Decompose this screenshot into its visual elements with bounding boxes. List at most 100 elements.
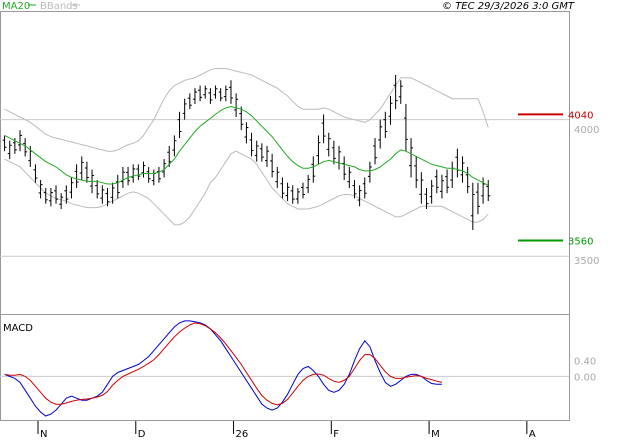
price-bar bbox=[167, 145, 172, 167]
price-bar bbox=[2, 135, 7, 152]
price-bar bbox=[285, 182, 290, 202]
price-bar bbox=[331, 140, 336, 165]
price-bar bbox=[23, 138, 28, 157]
price-bar bbox=[275, 166, 280, 188]
price-bar bbox=[264, 145, 269, 167]
price-bar bbox=[306, 174, 311, 194]
macd-line bbox=[4, 320, 442, 417]
price-bar bbox=[465, 166, 470, 194]
ma-legend-label: MA20 bbox=[2, 1, 30, 12]
resistance-label: 4040 bbox=[568, 110, 593, 121]
x-tick-label: 26 bbox=[236, 429, 249, 440]
price-bar bbox=[182, 98, 187, 120]
price-bar bbox=[259, 143, 264, 162]
price-bar bbox=[126, 166, 131, 186]
price-tick-label: 3500 bbox=[574, 256, 599, 267]
price-bar bbox=[192, 88, 197, 104]
price-bar bbox=[187, 93, 192, 110]
price-bar bbox=[54, 185, 59, 204]
price-bar bbox=[378, 119, 383, 149]
price-bar bbox=[228, 80, 233, 104]
price-bar bbox=[203, 85, 208, 99]
price-bar bbox=[33, 164, 38, 183]
price-bar bbox=[424, 187, 429, 209]
price-bar bbox=[43, 187, 48, 204]
macd-title: MACD bbox=[3, 323, 33, 334]
price-bar bbox=[239, 106, 244, 131]
price-bar bbox=[146, 166, 151, 183]
price-bar bbox=[316, 135, 321, 165]
price-bar bbox=[439, 174, 444, 199]
x-tick-label: N bbox=[40, 429, 47, 440]
price-bar bbox=[290, 185, 295, 204]
price-bar bbox=[475, 182, 480, 215]
price-bar bbox=[470, 182, 475, 230]
x-tick-label: A bbox=[529, 429, 536, 440]
price-bar bbox=[208, 88, 213, 104]
x-axis: N D 26 F M A bbox=[37, 421, 536, 440]
price-bar bbox=[393, 75, 398, 110]
price-bar bbox=[156, 166, 161, 183]
bb-legend-label: BBands bbox=[40, 1, 78, 12]
price-bar bbox=[373, 138, 378, 165]
price-bar bbox=[321, 114, 326, 144]
price-bar bbox=[136, 164, 141, 181]
price-bar bbox=[460, 156, 465, 183]
price-bar bbox=[79, 156, 84, 181]
price-bar bbox=[74, 164, 79, 188]
price-bar bbox=[223, 85, 228, 102]
price-bar bbox=[84, 161, 89, 183]
x-tick-label: M bbox=[431, 429, 440, 440]
price-bar bbox=[38, 180, 43, 199]
price-bar bbox=[403, 103, 408, 152]
price-bar bbox=[383, 111, 388, 139]
price-bar bbox=[280, 177, 285, 199]
price-bar bbox=[486, 180, 491, 202]
price-bar bbox=[120, 166, 125, 188]
price-bar bbox=[244, 122, 249, 144]
bb-upper-line bbox=[4, 68, 489, 152]
x-tick-label: F bbox=[333, 429, 339, 440]
price-bar bbox=[357, 185, 362, 207]
price-bar bbox=[347, 166, 352, 188]
price-bar bbox=[409, 138, 414, 178]
price-bar bbox=[352, 180, 357, 199]
price-bar bbox=[398, 80, 403, 104]
price-bar bbox=[414, 156, 419, 188]
price-bar bbox=[311, 156, 316, 183]
price-bar bbox=[141, 161, 146, 178]
price-layer: 4000 3500 4040 3560 bbox=[0, 68, 599, 267]
price-bar bbox=[419, 172, 424, 204]
price-bar bbox=[177, 111, 182, 139]
price-bar bbox=[213, 85, 218, 99]
price-bar bbox=[234, 93, 239, 118]
price-bar bbox=[434, 169, 439, 194]
price-bar bbox=[18, 130, 23, 152]
bb-lower-line bbox=[4, 150, 489, 226]
price-bar bbox=[429, 180, 434, 204]
x-tick-label: D bbox=[138, 429, 146, 440]
price-tick-label: 4000 bbox=[574, 125, 599, 136]
price-panel-frame bbox=[0, 11, 570, 315]
price-bar bbox=[218, 88, 223, 102]
price-bar bbox=[295, 187, 300, 204]
price-bar bbox=[270, 153, 275, 178]
macd-signal-line bbox=[4, 322, 443, 406]
timestamp: © TEC 29/3/2026 3:0 GMT bbox=[442, 1, 575, 12]
price-bar bbox=[95, 180, 100, 199]
price-bar bbox=[59, 193, 64, 209]
macd-tick-label: 0.00 bbox=[574, 372, 596, 383]
price-bar bbox=[48, 187, 53, 207]
macd-tick-label: 0.40 bbox=[574, 357, 596, 368]
price-bar bbox=[445, 169, 450, 194]
macd-layer: 0.40 0.00 bbox=[0, 320, 596, 417]
price-bar bbox=[100, 185, 105, 204]
support-label: 3560 bbox=[568, 236, 593, 247]
price-bar bbox=[249, 132, 254, 157]
price-bar bbox=[69, 177, 74, 199]
price-bar bbox=[7, 140, 12, 160]
price-bar bbox=[110, 182, 115, 204]
price-bar bbox=[131, 164, 136, 183]
price-bar bbox=[388, 96, 393, 125]
